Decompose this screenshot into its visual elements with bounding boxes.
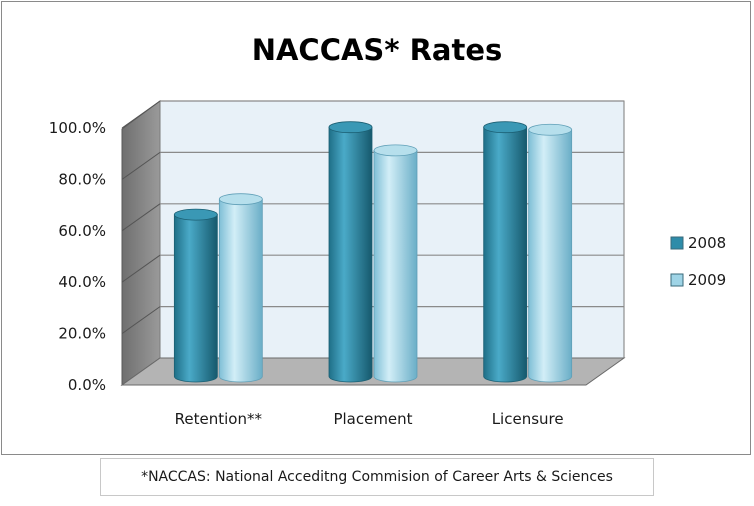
legend-label: 2008 (688, 234, 726, 252)
gridline-side (121, 254, 161, 283)
chart-title: NACCAS* Rates (252, 33, 503, 67)
gridline-side (121, 151, 161, 180)
bar-top (373, 144, 418, 157)
bar-top (328, 121, 373, 134)
bar-body (373, 149, 418, 383)
chart-svg: NACCAS* Rates 0.0% 20.0% 40.0% 60.0% 80.0% 10… (49, 33, 726, 428)
y-tick-label: 20.0% (58, 325, 106, 343)
bar-body (483, 126, 528, 383)
y-tick-label: 40.0% (58, 273, 106, 291)
bar-retention-2009 (218, 193, 263, 383)
y-axis-tick-labels: 0.0% 20.0% 40.0% 60.0% 80.0% 100.0% (49, 119, 106, 394)
y-tick-label: 0.0% (68, 376, 106, 394)
bar-body (328, 126, 373, 383)
bar-placement-2009 (373, 144, 418, 383)
gridline-side (121, 203, 161, 232)
legend-swatch (670, 273, 684, 287)
bar-top (483, 121, 528, 134)
gridline-side (121, 306, 161, 335)
footnote-box: *NACCAS: National Acceditng Commision of… (100, 458, 654, 496)
bar-retention-2008 (173, 208, 218, 383)
legend-swatch (670, 236, 684, 250)
y-tick-label: 100.0% (49, 119, 106, 137)
x-tick-label: Licensure (492, 410, 564, 428)
bar-top (173, 208, 218, 221)
bar-top (528, 123, 573, 136)
x-tick-label: Placement (333, 410, 412, 428)
bar-body (173, 214, 218, 383)
bar-placement-2008 (328, 121, 373, 383)
footnote-text: *NACCAS: National Acceditng Commision of… (141, 469, 613, 485)
bar-body (218, 198, 263, 383)
gridline-side (121, 100, 161, 129)
bar-body (528, 129, 573, 383)
legend-label: 2009 (688, 271, 726, 289)
x-tick-label: Retention** (175, 410, 263, 428)
y-tick-label: 60.0% (58, 222, 106, 240)
bar-top (218, 193, 263, 206)
bar-licensure-2008 (483, 121, 528, 383)
chart-frame: NACCAS* Rates 0.0% 20.0% 40.0% 60.0% 80.0% 10… (1, 1, 751, 455)
bar-licensure-2009 (528, 123, 573, 383)
side-wall (121, 100, 161, 386)
legend: 2008 2009 (670, 234, 726, 289)
x-axis-tick-labels: Retention** Placement Licensure (175, 410, 564, 428)
y-tick-label: 80.0% (58, 170, 106, 188)
bars (173, 121, 573, 383)
